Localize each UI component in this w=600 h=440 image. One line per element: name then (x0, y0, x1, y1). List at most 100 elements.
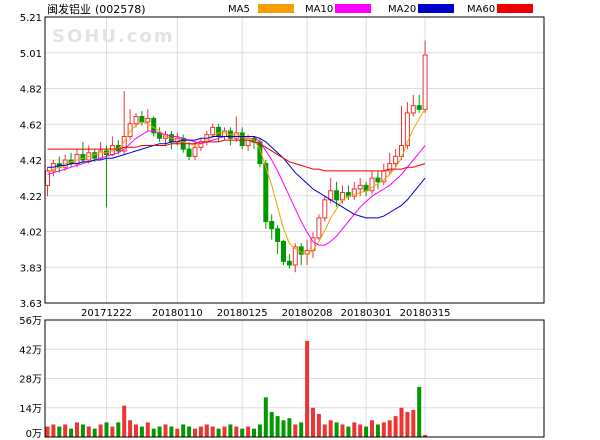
candle-body-up (133, 116, 139, 125)
volume-bar (405, 411, 410, 437)
ma60-line (47, 139, 426, 172)
volume-bar (252, 428, 256, 437)
volume-tick-label: 0万 (26, 429, 42, 440)
watermark: SOHU.com (52, 26, 175, 47)
volume-bar (399, 407, 404, 437)
volume-bar (222, 426, 227, 437)
price-axis: 5.21 5.01 4.82 4.62 4.42 4.22 4.02 3.83 3.63 (20, 13, 42, 310)
volume-bar (240, 428, 245, 437)
price-tick-label: 3.83 (20, 263, 42, 274)
volume-bar (86, 426, 91, 437)
volume-bar (134, 424, 138, 437)
date-tick-label: 20180125 (217, 308, 268, 319)
volume-bar (322, 424, 327, 437)
volume-bar (216, 428, 221, 437)
candle-body-down (186, 148, 192, 157)
volume-bar (187, 426, 192, 437)
volume-bar (145, 422, 150, 437)
volume-bar (151, 428, 156, 437)
volume-axis: 56万 42万 28万 14万 0万 (19, 316, 42, 440)
legend: MA5 MA10 MA20 MA60 (228, 4, 533, 15)
volume-bar (411, 409, 416, 437)
date-tick-label: 20180315 (400, 308, 451, 319)
legend-label-ma60: MA60 (467, 4, 495, 15)
date-tick-label: 20180110 (152, 308, 203, 319)
candle-body-up (192, 146, 198, 157)
volume-bar (234, 426, 239, 437)
volume-tick-label: 14万 (19, 404, 42, 415)
candle-body-up (410, 105, 416, 114)
volume-bar (169, 426, 174, 437)
candle-body-up (45, 170, 50, 186)
volume-bar (204, 424, 209, 437)
volume-bar (387, 420, 392, 437)
volume-bar (334, 422, 339, 437)
candle-body-up (145, 117, 151, 123)
price-tick-label: 4.02 (20, 228, 42, 239)
volume-bar (328, 420, 333, 437)
volume-tick-label: 56万 (19, 316, 42, 327)
legend-swatch-ma60 (497, 4, 533, 13)
volume-bar (80, 424, 85, 437)
volume-bar (293, 424, 298, 437)
volume-bar (287, 418, 292, 437)
date-tick-label: 20180208 (282, 308, 333, 319)
volume-bar (263, 397, 268, 437)
volume-bar (269, 411, 274, 437)
volume-bar (104, 422, 109, 437)
candle-body-down (239, 132, 245, 147)
candle-body-down (286, 260, 292, 266)
legend-swatch-ma5 (258, 4, 294, 13)
volume-tick-label: 42万 (19, 345, 42, 356)
legend-label-ma5: MA5 (228, 4, 250, 15)
volume-bar (275, 416, 280, 437)
volume-bars (45, 340, 428, 437)
candle-body-up (393, 155, 399, 165)
volume-bar (57, 426, 62, 437)
legend-label-ma20: MA20 (388, 4, 416, 15)
price-tick-label: 4.62 (20, 120, 42, 131)
candle-body-down (281, 240, 286, 262)
volume-bar (364, 426, 369, 437)
candle-body-down (263, 163, 269, 223)
volume-bar (381, 422, 386, 437)
stock-code: (002578) (95, 3, 146, 16)
price-tick-label: 5.21 (20, 13, 42, 24)
volume-bar (110, 426, 115, 437)
volume-frame (44, 319, 545, 438)
volume-bar (358, 424, 363, 437)
legend-swatch-ma20 (418, 4, 454, 13)
candle-body-down (216, 126, 222, 137)
volume-grid (45, 320, 544, 437)
volume-bar (393, 416, 398, 437)
price-tick-label: 4.42 (20, 156, 42, 167)
volume-bar (63, 424, 68, 437)
candle-body-up (399, 145, 404, 157)
candle-body-up (369, 177, 375, 192)
candle-body-down (375, 177, 381, 183)
date-tick-label: 20180301 (341, 308, 392, 319)
volume-bar (311, 407, 315, 437)
candle-body-up (422, 54, 428, 110)
volume-bar (370, 420, 374, 437)
moving-average-lines (47, 109, 426, 255)
volume-tick-label: 28万 (19, 375, 42, 386)
volume-bar (423, 434, 428, 437)
candle-body-up (357, 184, 363, 190)
stock-name: 闽发铝业 (47, 2, 91, 16)
volume-bar (175, 428, 180, 437)
volume-bar (228, 424, 233, 437)
candle-body-up (245, 137, 251, 147)
volume-bar (346, 426, 351, 437)
candlesticks (45, 40, 428, 273)
candle-body-down (416, 105, 422, 110)
volume-bar (281, 420, 286, 437)
volume-bar (352, 422, 357, 437)
candle-body-up (387, 163, 393, 172)
candle-body-down (334, 190, 340, 201)
legend-label-ma10: MA10 (305, 4, 333, 15)
candle-body-down (139, 116, 145, 123)
volume-bar (139, 426, 144, 437)
date-tick-label: 20171222 (81, 308, 132, 319)
